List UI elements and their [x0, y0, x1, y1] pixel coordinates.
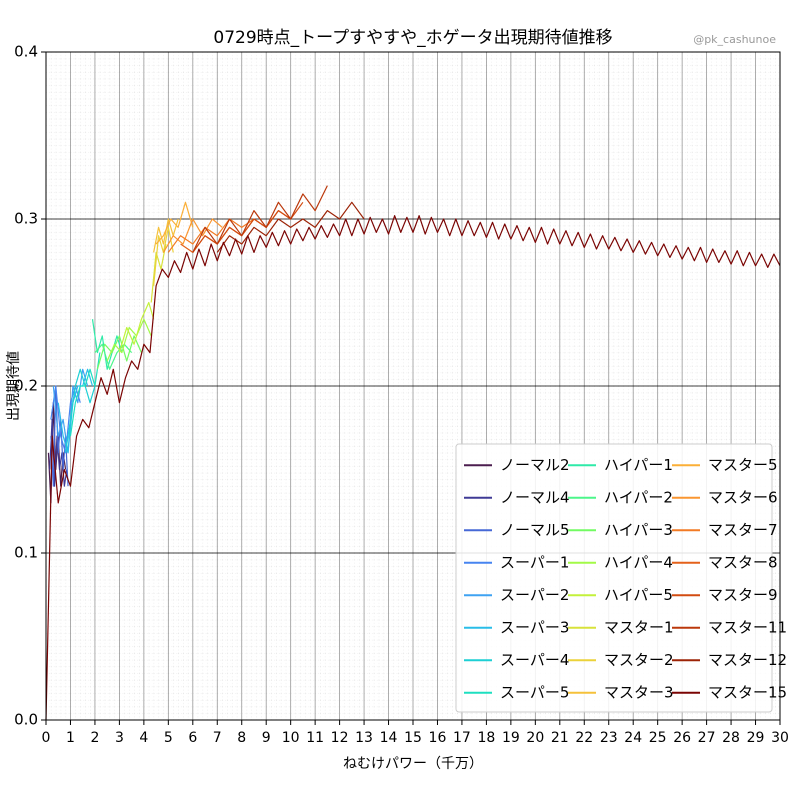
x-tick-label: 26	[673, 730, 691, 746]
series-line	[192, 201, 304, 253]
y-axis-label: 出現期待値	[6, 351, 22, 421]
series-line	[96, 335, 142, 370]
x-tick-label: 2	[90, 730, 99, 746]
legend-label: マスター2	[604, 651, 674, 669]
x-tick-label: 19	[502, 730, 520, 746]
x-tick-label: 3	[115, 730, 124, 746]
x-tick-label: 15	[404, 730, 422, 746]
x-tick-label: 0	[42, 730, 51, 746]
x-tick-label: 27	[698, 730, 716, 746]
x-tick-label: 11	[306, 730, 324, 746]
x-tick-label: 25	[649, 730, 667, 746]
x-tick-label: 9	[262, 730, 271, 746]
x-tick-label: 10	[282, 730, 300, 746]
x-tick-label: 7	[213, 730, 222, 746]
legend-label: ハイパー1	[604, 456, 673, 474]
series-line	[167, 218, 255, 253]
series-line	[91, 319, 123, 370]
series-line	[69, 352, 101, 437]
x-tick-label: 1	[66, 730, 75, 746]
legend-label: スーパー4	[500, 651, 569, 669]
x-tick-label: 13	[355, 730, 373, 746]
x-tick-label: 20	[526, 730, 544, 746]
legend-label: ノーマル2	[500, 456, 570, 474]
legend-label: マスター8	[708, 553, 778, 571]
x-axis-label: ねむけパワー（千万）	[343, 756, 483, 772]
series-line	[64, 368, 96, 453]
x-tick-label: 23	[600, 730, 618, 746]
legend-label: マスター7	[708, 521, 778, 539]
legend-label: ハイパー4	[604, 553, 673, 571]
x-tick-label: 28	[722, 730, 740, 746]
chart-title: 0729時点_トープすやすや_ホゲータ出現期待値推移	[213, 28, 612, 48]
legend-label: マスター3	[604, 683, 674, 701]
legend-label: ノーマル4	[500, 488, 570, 506]
x-tick-label: 17	[453, 730, 471, 746]
x-tick-label: 29	[747, 730, 765, 746]
legend-label: マスター5	[708, 456, 778, 474]
series-line	[162, 218, 223, 253]
legend-label: マスター1	[604, 618, 674, 636]
y-tick-label: 0.2	[14, 377, 38, 395]
x-tick-label: 6	[188, 730, 197, 746]
legend-label: マスター6	[708, 488, 778, 506]
y-tick-label: 0.1	[14, 544, 38, 562]
x-tick-label: 21	[551, 730, 569, 746]
y-tick-label: 0.3	[14, 210, 38, 228]
legend-label: マスター15	[708, 683, 787, 701]
series-line	[94, 343, 133, 370]
x-tick-label: 18	[477, 730, 495, 746]
legend-label: ハイパー2	[604, 488, 673, 506]
y-tick-label: 0.4	[14, 43, 38, 61]
x-tick-label: 16	[429, 730, 447, 746]
legend-label: マスター9	[708, 586, 778, 604]
legend-label: マスター12	[708, 651, 787, 669]
legend: ノーマル2 ノーマル4 ノーマル5 スーパー1 スーパー2 スーパー3 スーパー4 スーパー5…	[455, 443, 787, 713]
series-line	[216, 201, 365, 253]
series-line	[150, 243, 167, 303]
x-tick-label: 22	[575, 730, 593, 746]
ticks: 0 1 2 3 4 5 6 7 8 9 10 11 12 13 14 15 16 17 18 19 20 21 22 23 24…	[14, 43, 789, 747]
legend-label: スーパー2	[500, 586, 569, 604]
x-tick-label: 4	[139, 730, 148, 746]
legend-label: スーパー3	[500, 618, 569, 636]
x-tick-label: 12	[331, 730, 349, 746]
series-line	[155, 201, 194, 245]
legend-label: ノーマル5	[500, 521, 570, 539]
legend-label: マスター11	[708, 618, 787, 636]
x-tick-label: 24	[624, 730, 642, 746]
series-line	[45, 215, 781, 721]
y-tick-label: 0.0	[14, 711, 38, 729]
x-tick-label: 30	[771, 730, 789, 746]
legend-box	[455, 443, 773, 713]
legend-label: スーパー5	[500, 683, 569, 701]
series-line	[118, 301, 155, 353]
series-line	[192, 185, 328, 253]
x-tick-label: 8	[237, 730, 246, 746]
legend-label: スーパー1	[500, 553, 569, 571]
x-tick-label: 14	[380, 730, 398, 746]
watermark: @pk_cashunoe	[693, 33, 776, 46]
legend-label: ハイパー5	[604, 586, 673, 604]
plot-lines	[45, 185, 781, 721]
legend-label: ハイパー3	[604, 521, 673, 539]
x-tick-label: 5	[164, 730, 173, 746]
series-line	[57, 368, 94, 454]
series-line	[106, 318, 152, 362]
